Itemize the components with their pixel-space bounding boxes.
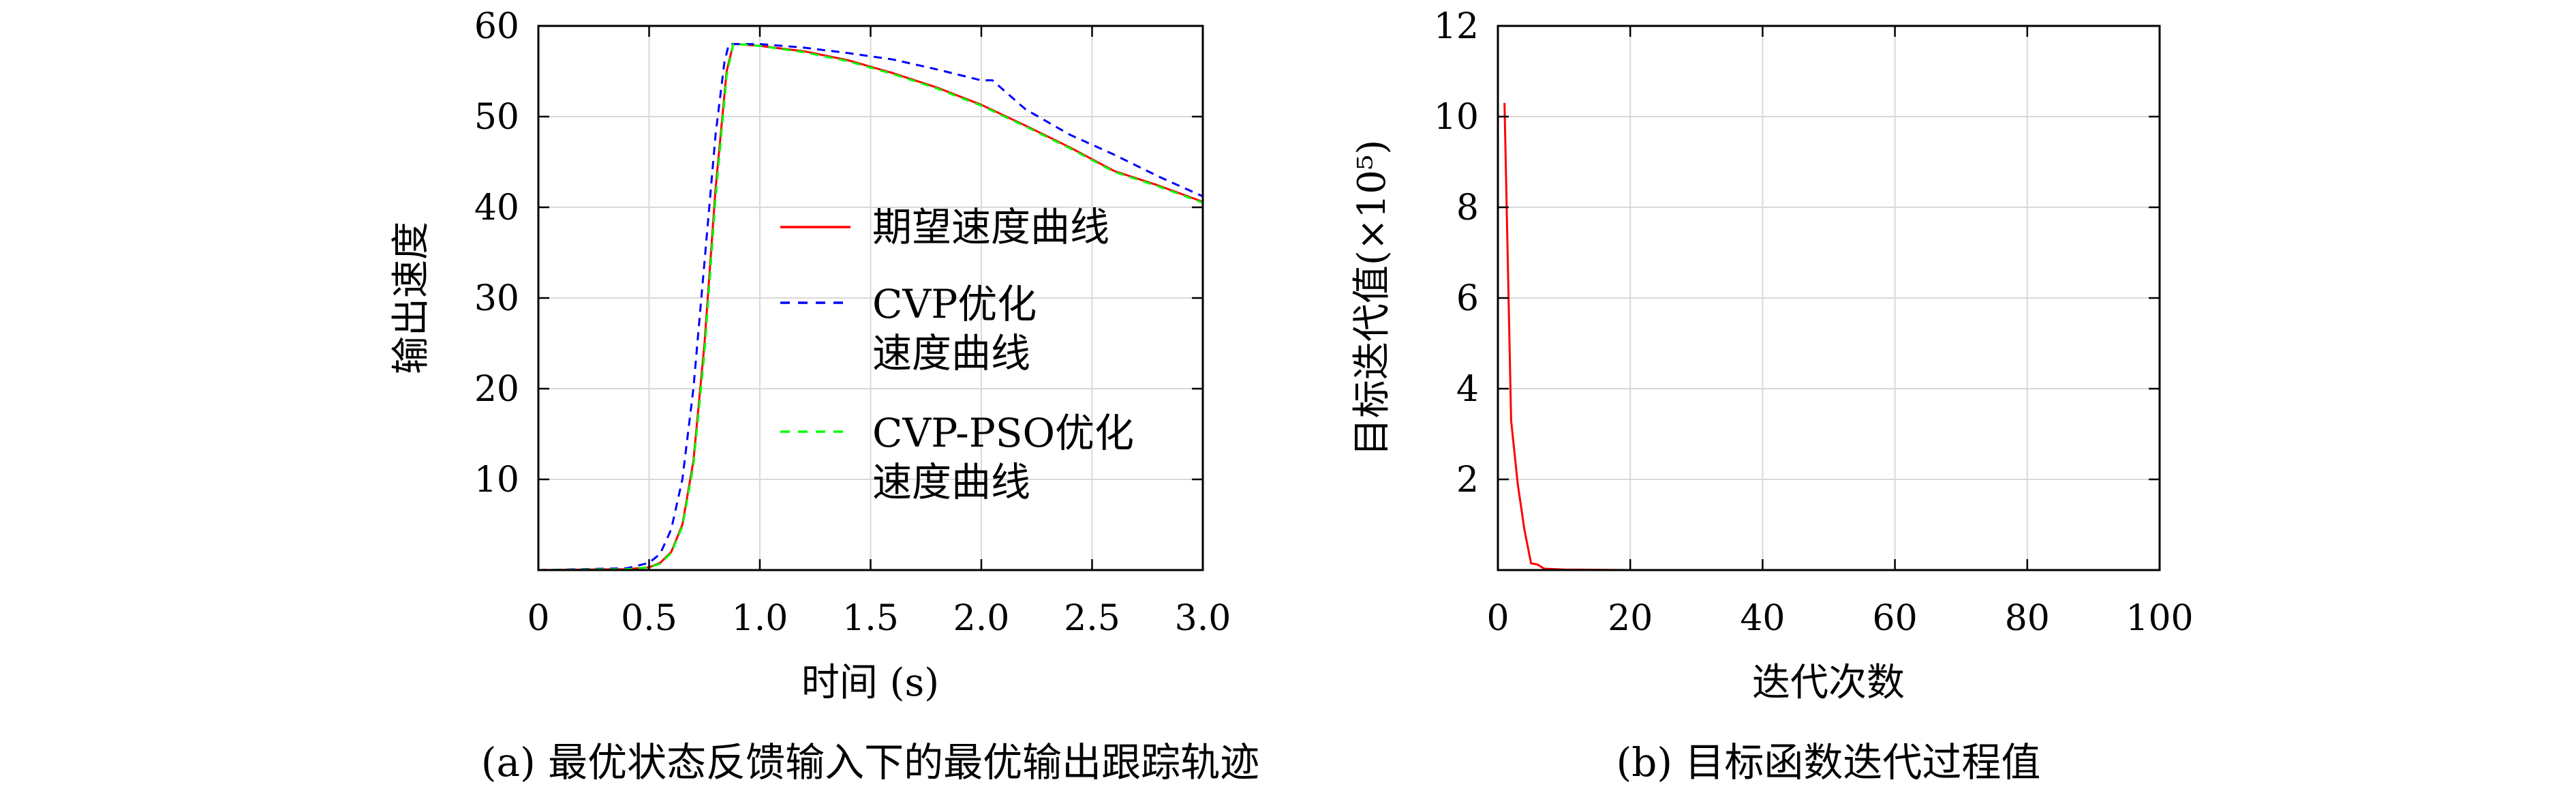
- x-tick-label: 60: [1873, 598, 1918, 639]
- x-tick-label: 40: [1740, 598, 1785, 639]
- legend-label-cvp: CVP优化速度曲线: [872, 281, 1037, 376]
- y-tick-label: 30: [474, 278, 519, 319]
- x-tick-label: 1.0: [732, 598, 788, 639]
- y-tick-label: 2: [1456, 460, 1479, 501]
- y-tick-label: 4: [1456, 369, 1479, 410]
- y-tick-label: 40: [474, 188, 519, 228]
- series-line-3: [538, 43, 1203, 571]
- x-tick-label: 0.5: [621, 598, 677, 639]
- series-line-2: [538, 43, 1203, 571]
- y-tick-label: 6: [1456, 278, 1479, 319]
- chart-a-x-axis-label: 时间 (s): [801, 661, 939, 705]
- y-tick-label: 20: [474, 369, 519, 410]
- y-tick-label: 60: [474, 6, 519, 47]
- legend-line-text: 速度曲线: [872, 330, 1030, 376]
- chart-a-series: [538, 43, 1203, 571]
- x-tick-label: 0: [527, 598, 549, 639]
- legend-label-desired: 期望速度曲线: [872, 204, 1109, 250]
- x-tick-label: 3.0: [1175, 598, 1231, 639]
- chart-a-x-tick-labels: 0 0.5 1.0 1.5 2.0 2.5 3.0: [527, 598, 1231, 639]
- y-tick-label: 12: [1434, 6, 1479, 47]
- chart-b-x-axis-label: 迭代次数: [1752, 661, 1905, 705]
- legend-line-text: CVP-PSO优化: [872, 410, 1134, 456]
- y-tick-label: 10: [474, 460, 519, 501]
- chart-b-y-tick-labels: 2 4 6 8 10 12: [1434, 6, 1479, 501]
- chart-a-ticks: [537, 25, 1204, 570]
- legend-line-text: 速度曲线: [872, 459, 1030, 505]
- chart-a-y-tick-labels: 10 20 30 40 50 60: [474, 6, 519, 501]
- chart-b-ticks: [1497, 25, 2161, 570]
- chart-a-grid: [538, 26, 1203, 570]
- chart-a-caption: (a) 最优状态反馈输入下的最优输出跟踪轨迹: [481, 739, 1259, 786]
- legend-line-text: CVP优化: [872, 281, 1037, 327]
- x-tick-label: 20: [1608, 598, 1653, 639]
- x-tick-label: 80: [2005, 598, 2050, 639]
- chart-b-caption: (b) 目标函数迭代过程值: [1616, 739, 2041, 786]
- x-tick-label: 100: [2126, 598, 2193, 639]
- chart-b-x-tick-labels: 0 20 40 60 80 100: [1486, 598, 2193, 639]
- chart-a-y-axis-label: 输出速度: [389, 222, 433, 374]
- legend-label-cvp-pso: CVP-PSO优化速度曲线: [872, 410, 1134, 505]
- chart-b-grid: [1498, 26, 2160, 570]
- x-tick-label: 2.5: [1064, 598, 1120, 639]
- x-tick-label: 2.0: [953, 598, 1010, 639]
- y-tick-label: 10: [1434, 97, 1479, 138]
- x-tick-label: 1.5: [842, 598, 899, 639]
- chart-a-legend: 期望速度曲线 CVP优化速度曲线 CVP-PSO优化速度曲线: [780, 204, 1134, 505]
- chart-b: 0 20 40 60 80 100 2 4 6 8 10 12 迭代次数 目标迭代值(×10⁵) (…: [1350, 6, 2194, 786]
- chart-b-y-axis-label: 目标迭代值(×10⁵): [1350, 140, 1394, 456]
- y-tick-label: 8: [1456, 188, 1479, 228]
- x-tick-label: 0: [1486, 598, 1509, 639]
- y-tick-label: 50: [474, 97, 519, 138]
